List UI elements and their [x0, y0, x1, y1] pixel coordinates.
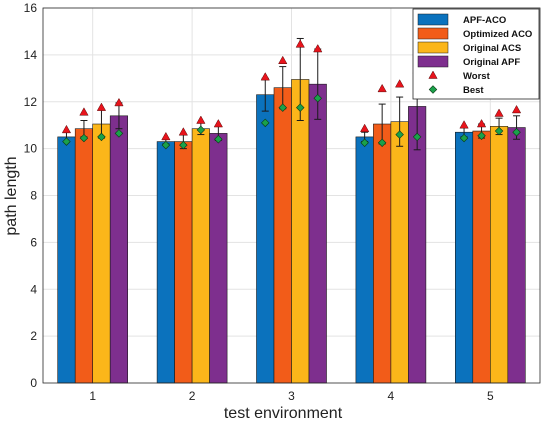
legend-worst-marker: [428, 70, 438, 79]
legend: APF-ACO Optimized ACO Original ACS Original…: [412, 8, 540, 100]
bar: [92, 123, 111, 384]
best-marker: [360, 138, 369, 147]
best-marker: [79, 133, 89, 143]
bar: [489, 126, 509, 384]
legend-best-marker: [428, 85, 438, 94]
bar: [472, 130, 491, 384]
worst-marker: [377, 83, 387, 93]
worst-marker: [79, 107, 89, 116]
bar: [191, 128, 210, 384]
bar: [507, 127, 526, 384]
best-marker: [313, 94, 322, 103]
x-tick-label: 5: [487, 389, 494, 403]
best-marker: [459, 133, 469, 143]
worst-marker: [395, 79, 405, 88]
bar: [291, 79, 310, 384]
x-tick-label: 1: [89, 389, 96, 403]
best-marker: [179, 140, 188, 150]
bar: [273, 87, 292, 384]
legend-label: Optimized ACO: [463, 29, 532, 40]
worst-marker: [360, 123, 370, 132]
legend-label: Worst: [463, 71, 491, 82]
best-marker: [62, 137, 71, 146]
best-marker: [114, 129, 124, 138]
best-marker: [278, 103, 287, 112]
bar: [256, 94, 275, 384]
y-tick-label: 14: [24, 48, 38, 62]
bar: [156, 141, 175, 384]
legend-swatch: [417, 55, 449, 68]
bar: [390, 121, 409, 384]
worst-best-markers: [61, 39, 522, 150]
x-tick-label: 3: [288, 389, 295, 403]
best-marker: [161, 140, 171, 150]
bar-series: [57, 79, 526, 384]
legend-label: APF-ACO: [463, 15, 506, 26]
best-marker: [395, 130, 404, 139]
worst-marker: [196, 115, 206, 124]
worst-marker: [96, 102, 107, 111]
best-marker: [377, 138, 387, 147]
y-tick-label: 2: [30, 329, 37, 343]
x-axis-label: test environment: [224, 405, 343, 422]
plot-frame: [42, 7, 541, 384]
y-tick-label: 6: [30, 235, 37, 249]
x-tick-label: 4: [388, 389, 395, 403]
best-marker: [412, 132, 422, 142]
worst-marker: [161, 131, 171, 141]
bar: [74, 128, 93, 384]
best-marker: [196, 125, 206, 135]
y-tick-label: 12: [24, 95, 38, 109]
worst-marker: [61, 124, 72, 134]
worst-marker: [476, 119, 487, 128]
worst-marker: [278, 55, 288, 64]
y-tick-label: 10: [24, 142, 38, 156]
best-marker: [97, 132, 106, 142]
worst-marker: [260, 72, 270, 81]
best-marker: [477, 131, 486, 140]
y-tick-label: 0: [30, 376, 37, 390]
legend-swatch: [417, 13, 449, 26]
worst-marker: [511, 104, 522, 114]
bar: [355, 136, 374, 384]
worst-marker: [178, 127, 188, 136]
y-tick-label: 8: [30, 189, 37, 203]
bar: [373, 123, 392, 384]
worst-marker: [213, 119, 223, 128]
bar: [308, 83, 327, 384]
worst-marker: [313, 44, 323, 53]
legend-swatch: [417, 41, 449, 54]
best-marker: [296, 103, 305, 112]
legend-swatch: [417, 27, 449, 40]
legend-label: Original APF: [463, 57, 520, 68]
worst-marker: [459, 120, 469, 129]
legend-label: Best: [463, 85, 484, 96]
worst-marker: [295, 39, 305, 48]
best-marker: [261, 118, 270, 128]
bar: [454, 131, 474, 384]
bar: [174, 141, 193, 384]
worst-marker: [114, 97, 124, 107]
bar: [57, 136, 76, 384]
best-marker: [214, 135, 223, 144]
best-marker: [512, 127, 521, 137]
y-axis-label: path length: [3, 156, 20, 235]
bar: [209, 133, 228, 384]
legend-label: Original ACS: [463, 43, 521, 54]
best-marker: [494, 126, 504, 136]
bar: [109, 115, 128, 384]
worst-marker: [494, 108, 504, 117]
x-tick-label: 2: [189, 389, 196, 403]
y-tick-label: 4: [30, 282, 37, 296]
y-tick-label: 16: [24, 1, 38, 15]
